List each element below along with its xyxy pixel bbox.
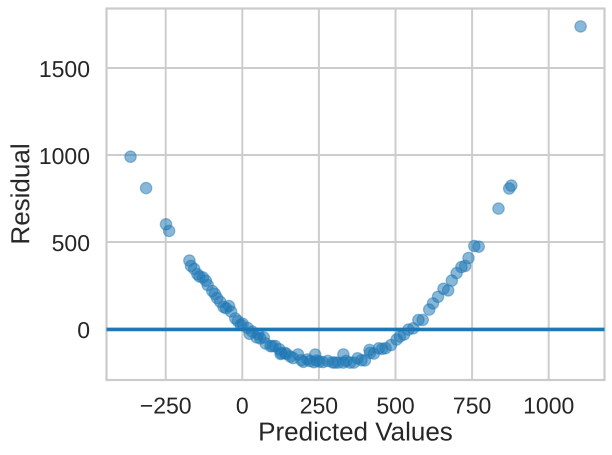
svg-text:1500: 1500	[39, 56, 90, 82]
svg-text:500: 500	[376, 393, 414, 419]
svg-text:500: 500	[52, 230, 90, 256]
svg-text:0: 0	[236, 393, 249, 419]
svg-text:Predicted Values: Predicted Values	[258, 416, 453, 446]
svg-text:−250: −250	[140, 393, 192, 419]
svg-text:250: 250	[300, 393, 338, 419]
svg-text:0: 0	[77, 317, 90, 343]
svg-text:Residual: Residual	[5, 143, 35, 244]
svg-text:1000: 1000	[523, 393, 574, 419]
svg-text:750: 750	[453, 393, 491, 419]
svg-text:1000: 1000	[39, 143, 90, 169]
